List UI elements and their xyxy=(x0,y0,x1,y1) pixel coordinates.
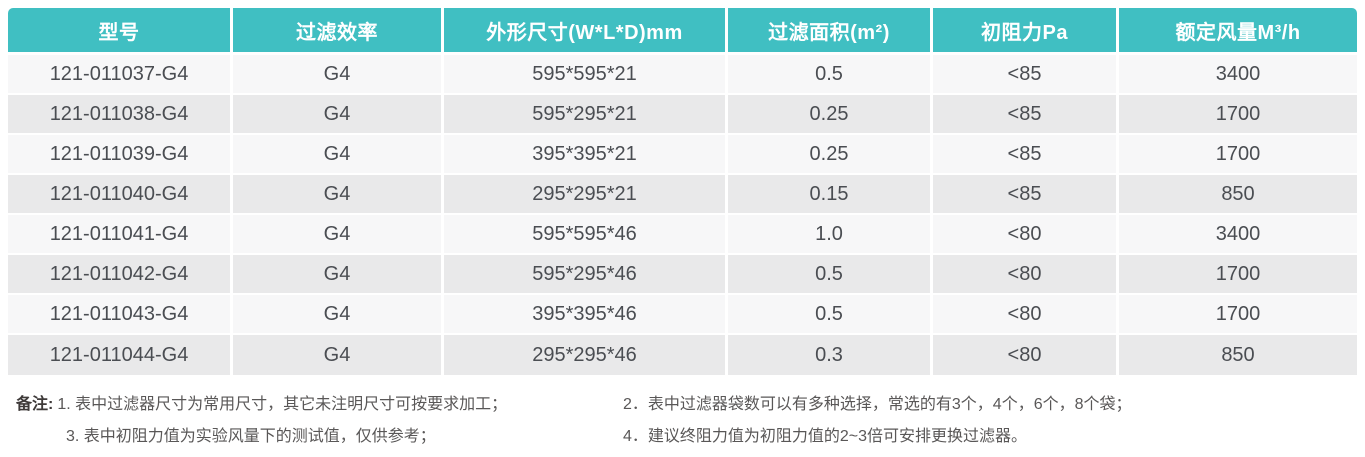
table-cell: <85 xyxy=(933,175,1119,215)
table-cell: <85 xyxy=(933,55,1119,95)
table-row: 121-011040-G4 G4 295*295*21 0.15 <85 850 xyxy=(8,175,1357,215)
table-cell: 1.0 xyxy=(728,215,933,255)
table-cell: <80 xyxy=(933,295,1119,335)
header-row: 型号 过滤效率 外形尺寸(W*L*D)mm 过滤面积(m²) 初阻力Pa 额定风… xyxy=(8,8,1357,55)
table-cell: <85 xyxy=(933,135,1119,175)
table-cell: 1700 xyxy=(1119,135,1357,175)
table-row: 121-011043-G4 G4 395*395*46 0.5 <80 1700 xyxy=(8,295,1357,335)
table-cell: <80 xyxy=(933,255,1119,295)
filter-spec-section: 型号 过滤效率 外形尺寸(W*L*D)mm 过滤面积(m²) 初阻力Pa 额定风… xyxy=(8,8,1357,445)
table-cell: 295*295*21 xyxy=(444,175,728,215)
table-cell: 850 xyxy=(1119,175,1357,215)
note-item-4: 4．建议终阻力值为初阻力值的2~3倍可安排更换过滤器。 xyxy=(623,428,1028,445)
table-cell: 1700 xyxy=(1119,95,1357,135)
table-cell: 595*295*46 xyxy=(444,255,728,295)
notes-label: 备注: xyxy=(16,396,54,413)
table-cell: 121-011038-G4 xyxy=(8,95,233,135)
note-line-1: 备注: 1. 表中过滤器尺寸为常用尺寸，其它未注明尺寸可按要求加工； xyxy=(16,396,623,413)
table-cell: 121-011040-G4 xyxy=(8,175,233,215)
table-cell: 0.15 xyxy=(728,175,933,215)
table-cell: 1700 xyxy=(1119,255,1357,295)
notes-section: 备注: 1. 表中过滤器尺寸为常用尺寸，其它未注明尺寸可按要求加工； 2．表中过滤… xyxy=(16,396,1349,445)
table-row: 121-011042-G4 G4 595*295*46 0.5 <80 1700 xyxy=(8,255,1357,295)
table-cell: <80 xyxy=(933,215,1119,255)
table-cell: G4 xyxy=(233,335,444,375)
table-cell: G4 xyxy=(233,175,444,215)
column-header-resistance: 初阻力Pa xyxy=(933,8,1119,55)
table-cell: G4 xyxy=(233,295,444,335)
column-header-model: 型号 xyxy=(8,8,233,55)
column-header-filter-area: 过滤面积(m²) xyxy=(728,8,933,55)
table-cell: 0.5 xyxy=(728,255,933,295)
table-cell: 0.5 xyxy=(728,295,933,335)
table-row: 121-011041-G4 G4 595*595*46 1.0 <80 3400 xyxy=(8,215,1357,255)
table-cell: 395*395*21 xyxy=(444,135,728,175)
table-row: 121-011044-G4 G4 295*295*46 0.3 <80 850 xyxy=(8,335,1357,375)
table-cell: 595*595*46 xyxy=(444,215,728,255)
table-cell: G4 xyxy=(233,255,444,295)
column-header-efficiency: 过滤效率 xyxy=(233,8,444,55)
note-item-1: 1. 表中过滤器尺寸为常用尺寸，其它未注明尺寸可按要求加工； xyxy=(57,396,508,413)
column-header-dimensions: 外形尺寸(W*L*D)mm xyxy=(444,8,728,55)
table-cell: 595*595*21 xyxy=(444,55,728,95)
table-cell: 3400 xyxy=(1119,215,1357,255)
table-cell: 121-011039-G4 xyxy=(8,135,233,175)
table-cell: G4 xyxy=(233,215,444,255)
table-cell: 121-011043-G4 xyxy=(8,295,233,335)
table-cell: 121-011037-G4 xyxy=(8,55,233,95)
note-item-3: 3. 表中初阻力值为实验风量下的测试值，仅供参考； xyxy=(66,428,436,445)
table-cell: 121-011044-G4 xyxy=(8,335,233,375)
table-cell: 850 xyxy=(1119,335,1357,375)
table-cell: 295*295*46 xyxy=(444,335,728,375)
table-cell: 0.3 xyxy=(728,335,933,375)
table-body: 121-011037-G4 G4 595*595*21 0.5 <85 3400 121-0… xyxy=(8,55,1357,375)
table-cell: 1700 xyxy=(1119,295,1357,335)
filter-spec-table: 型号 过滤效率 外形尺寸(W*L*D)mm 过滤面积(m²) 初阻力Pa 额定风… xyxy=(8,8,1357,375)
table-header: 型号 过滤效率 外形尺寸(W*L*D)mm 过滤面积(m²) 初阻力Pa 额定风… xyxy=(8,8,1357,55)
table-cell: <80 xyxy=(933,335,1119,375)
table-cell: 0.25 xyxy=(728,95,933,135)
table-cell: 3400 xyxy=(1119,55,1357,95)
table-cell: 595*295*21 xyxy=(444,95,728,135)
column-header-airflow: 额定风量M³/h xyxy=(1119,8,1357,55)
table-cell: <85 xyxy=(933,95,1119,135)
table-cell: G4 xyxy=(233,135,444,175)
table-cell: G4 xyxy=(233,55,444,95)
table-cell: 121-011041-G4 xyxy=(8,215,233,255)
table-row: 121-011039-G4 G4 395*395*21 0.25 <85 1700 xyxy=(8,135,1357,175)
table-row: 121-011038-G4 G4 595*295*21 0.25 <85 1700 xyxy=(8,95,1357,135)
table-cell: G4 xyxy=(233,95,444,135)
note-item-2: 2．表中过滤器袋数可以有多种选择，常选的有3个，4个，6个，8个袋； xyxy=(623,396,1132,413)
table-cell: 121-011042-G4 xyxy=(8,255,233,295)
table-cell: 395*395*46 xyxy=(444,295,728,335)
table-cell: 0.25 xyxy=(728,135,933,175)
table-cell: 0.5 xyxy=(728,55,933,95)
table-row: 121-011037-G4 G4 595*595*21 0.5 <85 3400 xyxy=(8,55,1357,95)
